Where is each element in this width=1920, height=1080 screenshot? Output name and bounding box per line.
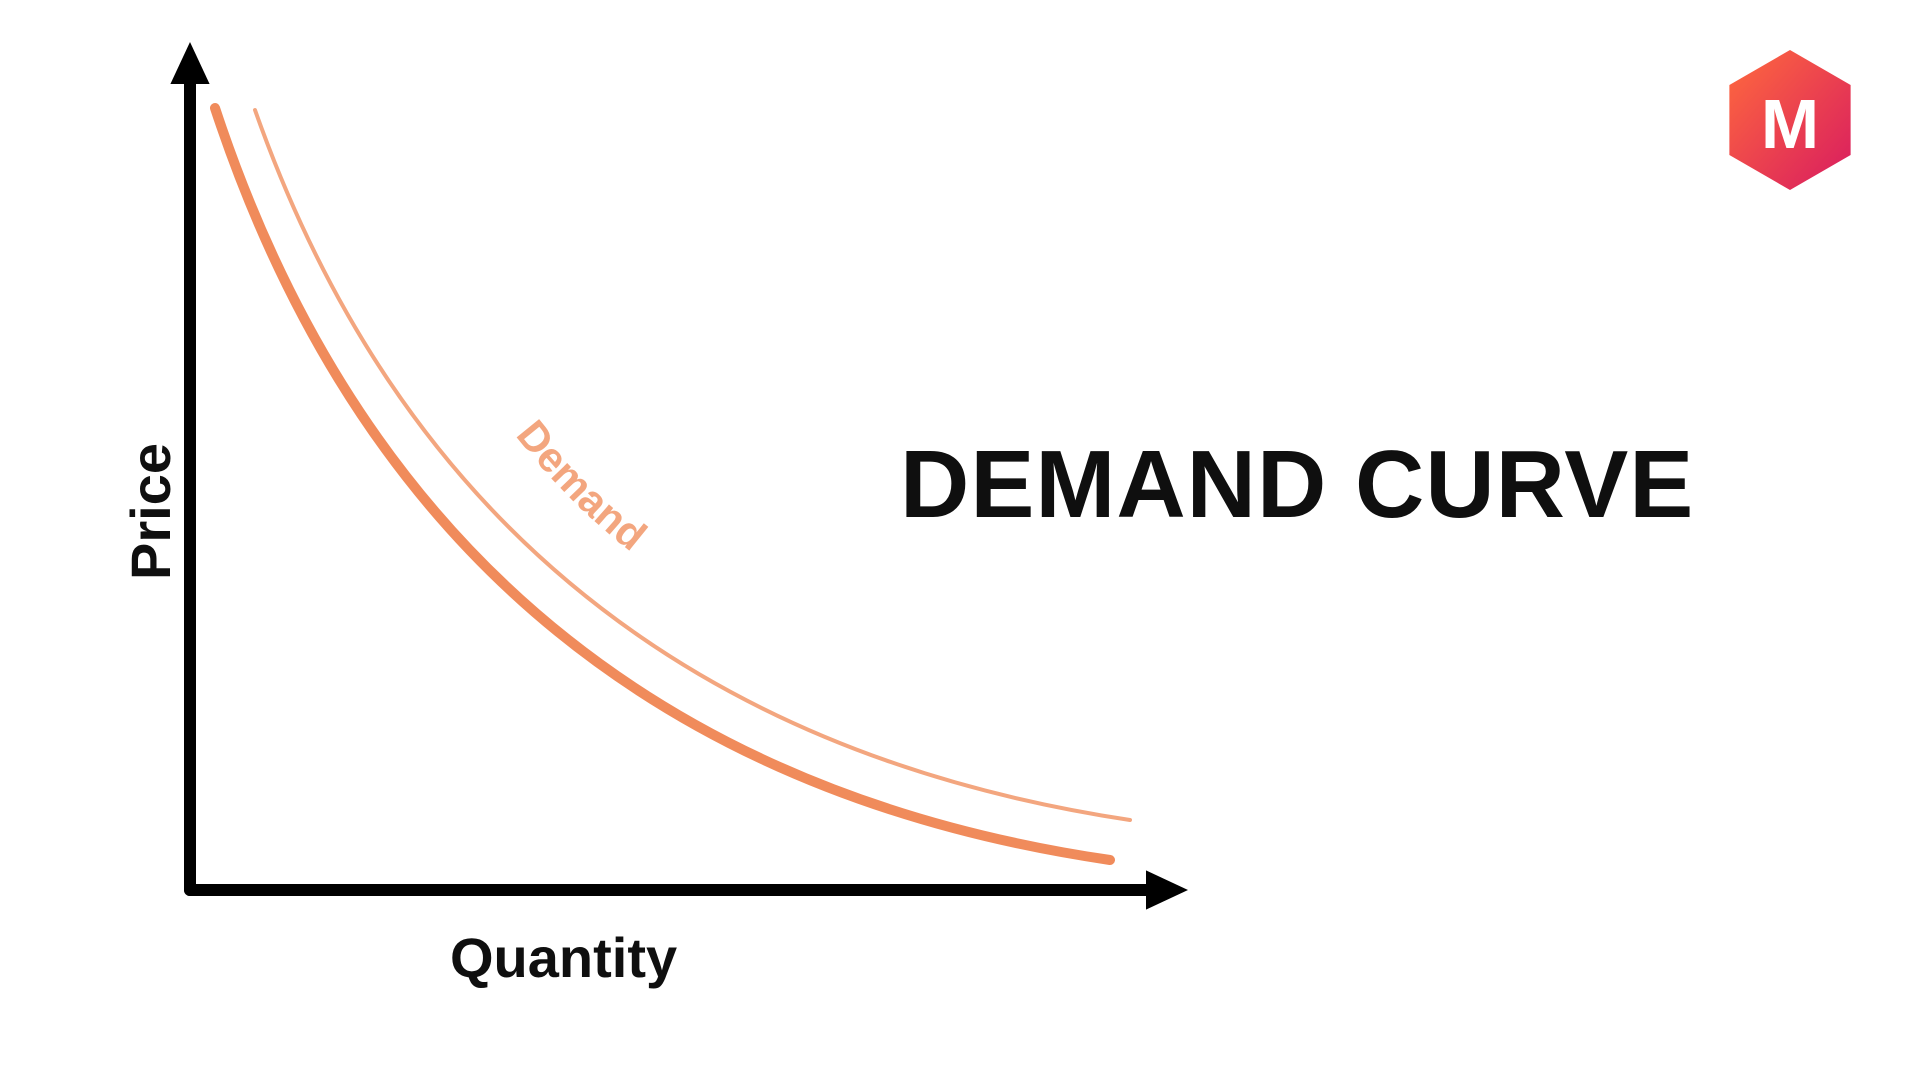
brand-logo-letter: M	[1761, 85, 1819, 163]
canvas: Demand M DEMAND CURVE Price Quantity	[0, 0, 1920, 1080]
y-axis-label: Price	[118, 443, 183, 580]
x-axis-label: Quantity	[450, 925, 677, 990]
demand-curve-label: Demand	[508, 411, 655, 559]
demand-chart: Demand M	[0, 0, 1920, 1080]
y-axis-arrow	[170, 42, 209, 84]
page-title: DEMAND CURVE	[900, 430, 1694, 540]
x-axis-arrow	[1146, 870, 1188, 909]
